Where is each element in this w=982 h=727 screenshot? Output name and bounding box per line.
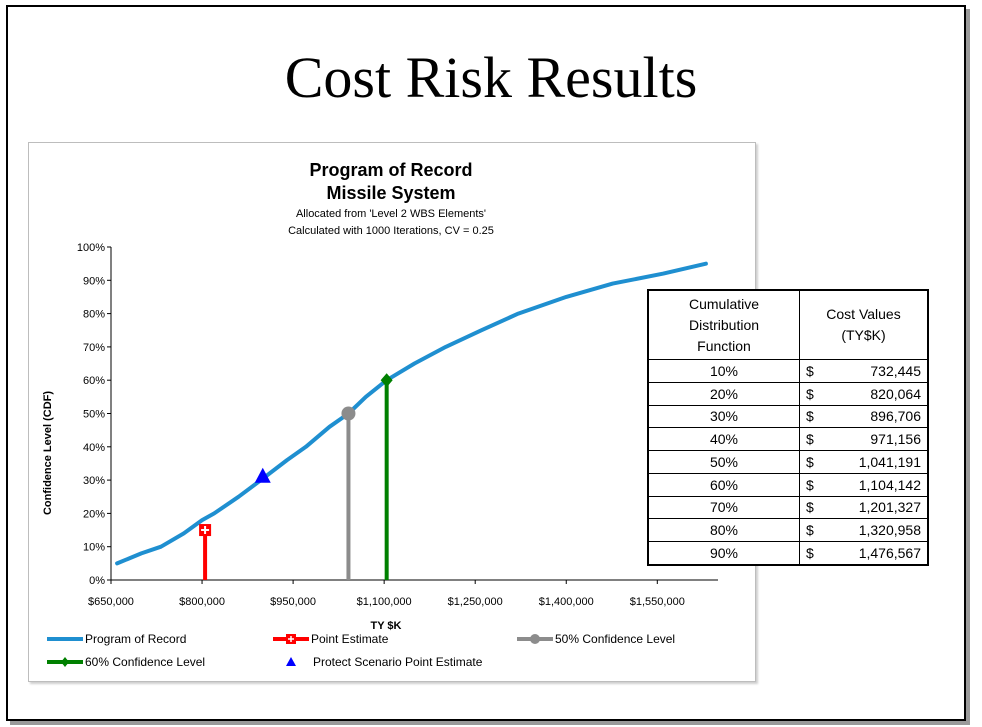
table-row: 70% $1,201,327 bbox=[647, 495, 929, 520]
cdf-percent: 30% bbox=[647, 404, 800, 429]
y-tick-label: 10% bbox=[83, 542, 105, 554]
plot-area: 0% 10% 20% 30% 40% 50% 60% 70% 80% 90% 100% $650,00… bbox=[77, 242, 718, 608]
legend-label: Program of Record bbox=[85, 632, 186, 646]
y-tick-label: 70% bbox=[83, 342, 105, 354]
cdf-percent: 20% bbox=[647, 381, 800, 406]
x-tick-label: $950,000 bbox=[270, 596, 316, 608]
cost-value: 820,064 bbox=[870, 385, 921, 402]
currency-symbol: $ bbox=[806, 362, 814, 379]
legend-swatch-marker bbox=[61, 657, 69, 667]
header-cost: Cost Values (TY$K) bbox=[799, 289, 929, 360]
y-axis-label: Confidence Level (CDF) bbox=[42, 391, 54, 515]
x-tick-label: $800,000 bbox=[179, 596, 225, 608]
cost-value-cell: $1,104,142 bbox=[799, 472, 929, 497]
cost-value-cell: $971,156 bbox=[799, 427, 929, 452]
x-axis-label: TY $K bbox=[371, 620, 402, 632]
currency-symbol: $ bbox=[806, 545, 814, 562]
marker-protect-scenario bbox=[254, 467, 271, 483]
table-row: 60% $1,104,142 bbox=[647, 472, 929, 497]
table-row: 80% $1,320,958 bbox=[647, 518, 929, 543]
cdf-percent: 40% bbox=[647, 427, 800, 452]
y-tick-label: 20% bbox=[83, 508, 105, 520]
chart-title-line2: Missile System bbox=[326, 183, 455, 203]
currency-symbol: $ bbox=[806, 408, 814, 425]
x-tick-label: $650,000 bbox=[88, 596, 134, 608]
cost-value-cell: $896,706 bbox=[799, 404, 929, 429]
x-tick-label: $1,250,000 bbox=[448, 596, 503, 608]
cost-value: 1,320,958 bbox=[858, 522, 921, 539]
y-tick-label: 100% bbox=[77, 242, 105, 254]
legend-label: Protect Scenario Point Estimate bbox=[313, 655, 483, 669]
cost-value: 1,104,142 bbox=[858, 476, 921, 493]
legend-swatch-marker-cross bbox=[288, 636, 294, 642]
chart-panel: Program of Record Missile System Allocat… bbox=[28, 142, 756, 682]
cost-value: 1,201,327 bbox=[858, 499, 921, 516]
legend-swatch-marker bbox=[286, 657, 296, 666]
marker-point-estimate-cross bbox=[201, 526, 210, 535]
y-tick-label: 30% bbox=[83, 475, 105, 487]
y-tick-label: 60% bbox=[83, 375, 105, 387]
series-line bbox=[115, 261, 708, 566]
chart-subtitle-1: Allocated from 'Level 2 WBS Elements' bbox=[296, 208, 486, 220]
table-row: 90% $1,476,567 bbox=[647, 541, 929, 566]
header-cost-line: Cost Values bbox=[826, 306, 901, 322]
cdf-percent: 50% bbox=[647, 450, 800, 474]
cost-value: 1,476,567 bbox=[858, 545, 921, 562]
table-row: 20% $820,064 bbox=[647, 381, 929, 406]
marker-60-percent bbox=[380, 373, 393, 388]
currency-symbol: $ bbox=[806, 522, 814, 539]
legend-swatch-marker bbox=[530, 634, 540, 644]
chart-title: Program of Record bbox=[309, 160, 472, 180]
cost-value-cell: $820,064 bbox=[799, 381, 929, 406]
cdf-percent: 10% bbox=[647, 359, 800, 383]
currency-symbol: $ bbox=[806, 499, 814, 516]
y-tick-label: 90% bbox=[83, 275, 105, 287]
slide-title: Cost Risk Results bbox=[284, 45, 698, 110]
header-cost-line: (TY$K) bbox=[841, 327, 886, 343]
currency-symbol: $ bbox=[806, 476, 814, 493]
cost-value-cell: $1,320,958 bbox=[799, 518, 929, 543]
currency-symbol: $ bbox=[806, 431, 814, 448]
legend-label: Point Estimate bbox=[311, 632, 389, 646]
chart-subtitle-2: Calculated with 1000 Iterations, CV = 0.… bbox=[288, 225, 494, 237]
header-cdf-line: Function bbox=[697, 337, 751, 354]
cdf-percent: 60% bbox=[647, 472, 800, 497]
x-tick-label: $1,400,000 bbox=[539, 596, 594, 608]
cost-value: 896,706 bbox=[870, 408, 921, 425]
legend-label: 60% Confidence Level bbox=[85, 655, 205, 669]
table-row: 50% $1,041,191 bbox=[647, 450, 929, 474]
table-body: 10% $732,445 20% $820,064 30% $896,706 40% $971… bbox=[647, 359, 929, 566]
y-tick-label: 40% bbox=[83, 442, 105, 454]
cost-value: 1,041,191 bbox=[858, 453, 921, 470]
marker-50-percent bbox=[341, 406, 356, 421]
header-cdf-line: Distribution bbox=[688, 316, 760, 333]
currency-symbol: $ bbox=[806, 453, 814, 470]
y-tick-label: 50% bbox=[83, 409, 105, 421]
cost-value-cell: $1,476,567 bbox=[799, 541, 929, 566]
cdf-percent: 70% bbox=[647, 495, 800, 520]
cost-value: 732,445 bbox=[870, 362, 921, 379]
cdf-cost-table: Cumulative Distribution Function Cost Va… bbox=[647, 289, 929, 566]
x-tick-label: $1,100,000 bbox=[357, 596, 412, 608]
table-row: 10% $732,445 bbox=[647, 359, 929, 383]
legend-label: 50% Confidence Level bbox=[555, 632, 675, 646]
cdf-percent: 90% bbox=[647, 541, 800, 566]
cost-value-cell: $732,445 bbox=[799, 359, 929, 383]
y-tick-label: 80% bbox=[83, 309, 105, 321]
chart-legend: Program of Record Point Estimate 50% Confi… bbox=[47, 632, 675, 669]
cost-value-cell: $1,041,191 bbox=[799, 450, 929, 474]
cost-value-cell: $1,201,327 bbox=[799, 495, 929, 520]
cdf-percent: 80% bbox=[647, 518, 800, 543]
cost-value: 971,156 bbox=[870, 431, 921, 448]
x-tick-label: $1,550,000 bbox=[630, 596, 685, 608]
cdf-chart: Program of Record Missile System Allocat… bbox=[42, 160, 718, 669]
header-cdf-line: Cumulative bbox=[688, 295, 760, 312]
header-cdf: Cumulative Distribution Function bbox=[647, 289, 800, 360]
y-tick-label: 0% bbox=[89, 575, 105, 587]
table-row: 30% $896,706 bbox=[647, 404, 929, 429]
currency-symbol: $ bbox=[806, 385, 814, 402]
table-row: 40% $971,156 bbox=[647, 427, 929, 452]
